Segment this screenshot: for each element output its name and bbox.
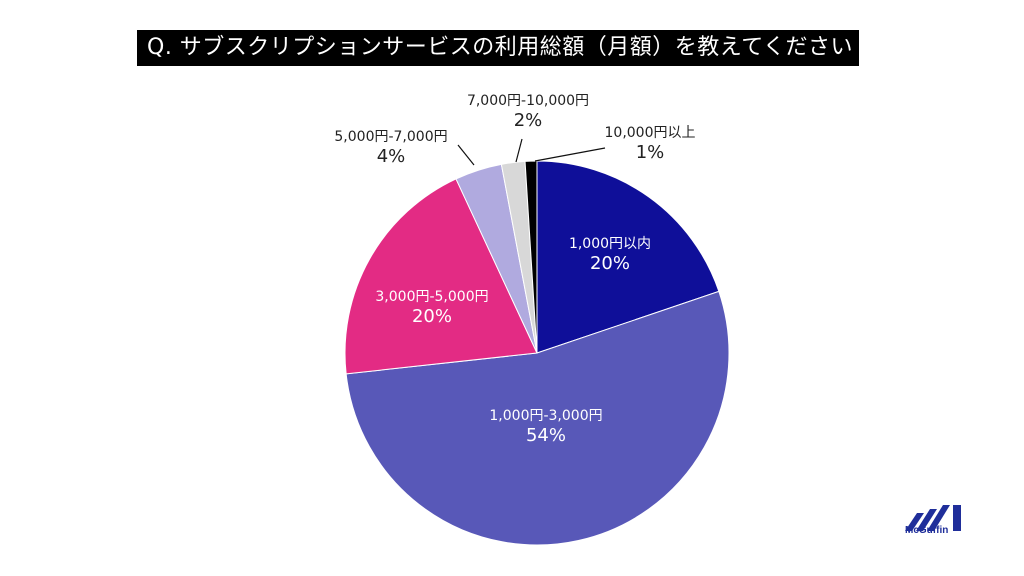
slice-label-3000-5000: 3,000円-5,000円 20%: [375, 289, 489, 327]
brand-name: McGuffin: [905, 525, 949, 536]
slice-label-under-1000: 1,000円以内 20%: [568, 236, 652, 274]
slice-label-1000-3000: 1,000円-3,000円 54%: [489, 408, 603, 446]
pie-slice-0: [536, 160, 720, 354]
slice-label-5000-7000: 5,000円-7,000円 4%: [334, 129, 448, 167]
leader-line-5000-7000: [457, 144, 475, 166]
slice-label-7000-10000: 7,000円-10,000円 2%: [466, 93, 590, 131]
leader-lines: [457, 138, 606, 166]
leader-line-7000-10000: [515, 138, 523, 163]
leader-line-10000-plus: [534, 147, 606, 162]
pie-slice-1: [345, 290, 730, 546]
chart-title: Q. サブスクリプションサービスの利用総額（月額）を教えてください: [137, 30, 859, 66]
slice-label-10000-plus: 10,000円以上 1%: [604, 125, 696, 163]
mcguffin-logo-icon: [905, 505, 961, 531]
pie-slice-2: [344, 178, 538, 375]
